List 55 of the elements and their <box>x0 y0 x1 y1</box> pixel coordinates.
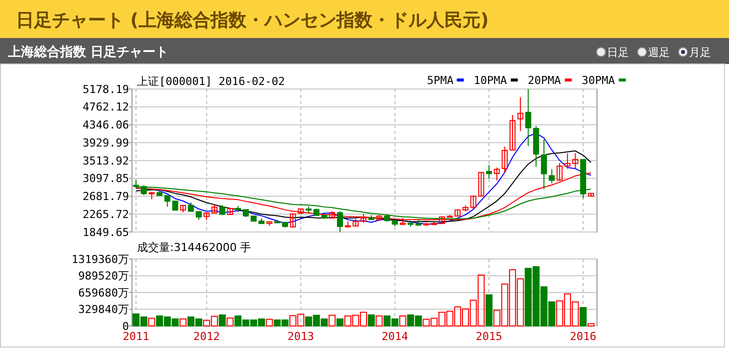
y-tick-label: 3929.99 <box>82 136 129 150</box>
x-tick-label: 2014 <box>382 330 408 343</box>
y-tick-label: 1319360万 <box>72 252 129 266</box>
bar <box>226 317 234 326</box>
text: 月足 <box>689 46 711 59</box>
candlestick <box>548 168 555 184</box>
chart-title: 日足チャート (上海総合指数・ハンセン指数・ドル人民元) <box>16 10 489 31</box>
bar <box>328 314 336 326</box>
candlestick <box>510 114 516 151</box>
y-tick-label: 3513.92 <box>82 154 129 168</box>
candlestick <box>525 88 532 147</box>
candlestick <box>564 152 570 170</box>
legend-label: 10PMA <box>474 74 508 87</box>
y-tick-label: 5178.19 <box>82 82 129 96</box>
candlestick <box>188 202 194 212</box>
chart-title: 成交量:314462000 手 <box>137 241 252 254</box>
text: 上证[000001] 2016-02-02 <box>137 75 285 88</box>
candlestick <box>572 152 578 170</box>
bar <box>399 315 406 326</box>
y-tick-label: 4762.12 <box>82 100 129 114</box>
x-tick-label: 2016 <box>570 330 596 343</box>
y-tick-label: 989520万 <box>78 270 129 283</box>
text: 週足 <box>648 46 670 59</box>
bar <box>148 318 156 326</box>
bar <box>336 318 344 326</box>
bar <box>376 315 383 326</box>
legend-label: 5PMA <box>427 74 454 87</box>
y-tick-label: 4346.06 <box>82 118 129 132</box>
x-tick-label: 2015 <box>476 330 502 343</box>
bar <box>588 323 594 326</box>
bar <box>486 294 493 326</box>
bar <box>580 307 587 326</box>
y-tick-label: 0 <box>122 320 129 333</box>
y-tick-label: 3097.85 <box>82 172 129 186</box>
y-tick-label: 1849.65 <box>82 226 129 239</box>
bar <box>368 314 375 326</box>
y-tick-label: 2265.72 <box>82 208 129 221</box>
x-tick-label: 2011 <box>122 330 150 343</box>
x-tick-label: 2012 <box>193 330 220 343</box>
chart-subtitle: 上海総合指数 日足チャート <box>7 44 169 60</box>
y-tick-label: 2681.79 <box>82 190 129 204</box>
text: 日足 <box>607 46 629 59</box>
candlestick <box>502 146 508 173</box>
candlestick <box>486 164 492 179</box>
legend-label: 20PMA <box>528 74 562 87</box>
x-tick-label: 2013 <box>287 330 314 343</box>
y-tick-label: 659680万 <box>78 286 129 300</box>
candlestick <box>494 167 500 181</box>
candlestick <box>540 138 547 190</box>
legend-label: 30PMA <box>582 74 616 87</box>
y-tick-label: 329840万 <box>78 303 129 316</box>
candlestick <box>517 96 524 132</box>
bar <box>180 318 187 326</box>
bar <box>266 318 273 326</box>
bar <box>218 314 226 326</box>
